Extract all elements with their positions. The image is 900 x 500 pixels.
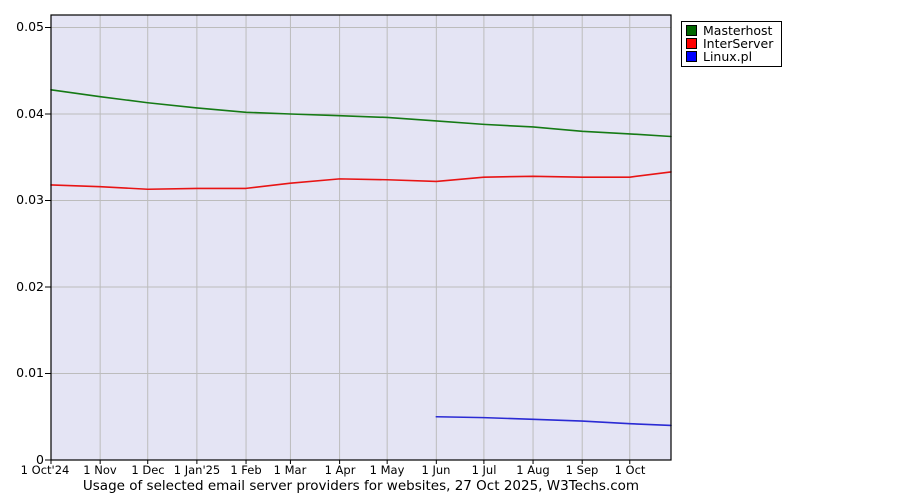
legend-label: InterServer	[703, 36, 774, 51]
x-tick-label: 1 Jan'25	[173, 463, 221, 477]
x-tick-label: 1 Dec	[131, 463, 165, 477]
x-tick-label: 1 Apr	[324, 463, 356, 477]
legend-swatch-icon	[686, 38, 697, 49]
legend-swatch-icon	[686, 51, 697, 62]
y-tick-label: 0.04	[16, 106, 44, 121]
x-tick-label: 1 Jun	[421, 463, 451, 477]
legend-item-masterhost: Masterhost	[686, 24, 773, 37]
y-tick-label: 0.01	[16, 365, 44, 380]
legend-label: Masterhost	[703, 23, 773, 38]
legend-label: Linux.pl	[703, 49, 753, 64]
x-tick-label: 1 Mar	[273, 463, 307, 477]
x-tick-label: 1 Jul	[471, 463, 497, 477]
y-tick-label: 0.03	[16, 192, 44, 207]
legend-item-interserver: InterServer	[686, 37, 773, 50]
x-tick-label: 1 Aug	[516, 463, 550, 477]
legend: Masterhost InterServer Linux.pl	[681, 21, 783, 67]
legend-item-linuxpl: Linux.pl	[686, 50, 773, 63]
chart-title: Usage of selected email server providers…	[82, 478, 640, 494]
x-tick-label: 1 Nov	[83, 463, 117, 477]
y-tick-label: 0.05	[16, 19, 44, 34]
x-tick-label: 1 Oct'24	[20, 463, 70, 477]
legend-swatch-icon	[686, 25, 697, 36]
x-tick-label: 1 Oct	[614, 463, 646, 477]
x-tick-label: 1 May	[369, 463, 405, 477]
x-tick-label: 1 Sep	[565, 463, 599, 477]
y-tick-label: 0	[36, 452, 44, 467]
y-tick-label: 0.02	[16, 279, 44, 294]
x-tick-label: 1 Feb	[230, 463, 262, 477]
